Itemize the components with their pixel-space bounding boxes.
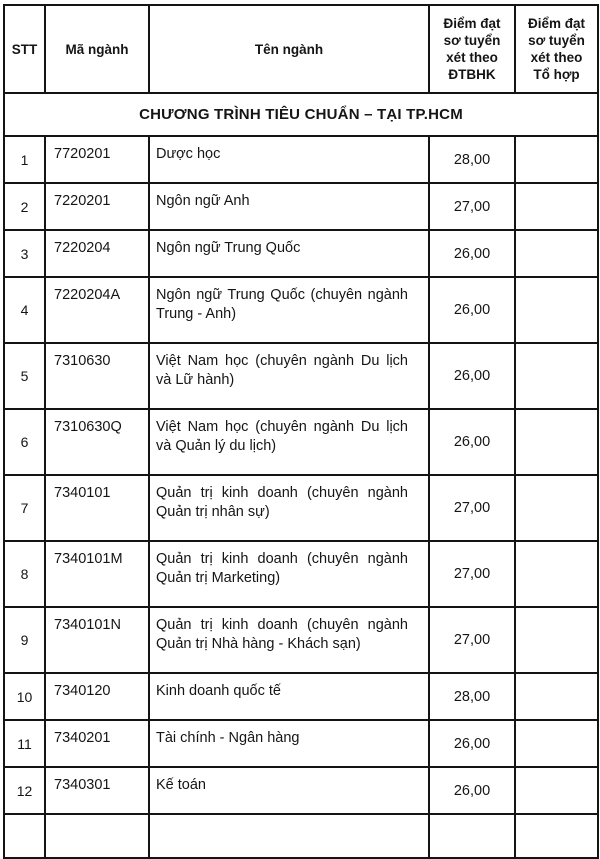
score-dtbhk-cell: 28,00 [428,672,516,721]
score-dtbhk-cell: 27,00 [428,182,516,231]
major-code-cell: 7340101N [44,606,150,674]
score-tohop-cell [514,182,599,231]
major-code-cell: 7340120 [44,672,150,721]
empty-cell [3,813,46,859]
major-code-cell: 7340301 [44,766,150,815]
stt-cell: 10 [3,672,46,721]
major-code-cell: 7310630Q [44,408,150,476]
col-header-score-tohop: Điểm đạt sơ tuyển xét theo Tổ hợp [514,4,599,94]
stt-cell: 7 [3,474,46,542]
stt-cell: 1 [3,135,46,184]
admission-score-table: STT Mã ngành Tên ngành Điểm đạt sơ tuyển… [3,4,599,859]
major-code-cell: 7310630 [44,342,150,410]
major-code-cell: 7340101 [44,474,150,542]
score-tohop-cell [514,672,599,721]
major-name-cell: Việt Nam học (chuyên ngành Du lịch và Qu… [148,408,430,476]
score-dtbhk-cell: 26,00 [428,229,516,278]
major-name-cell: Ngôn ngữ Trung Quốc [148,229,430,278]
score-tohop-cell [514,276,599,344]
major-name-cell: Kinh doanh quốc tế [148,672,430,721]
score-tohop-cell [514,540,599,608]
major-code-cell: 7220204A [44,276,150,344]
table-row: 10 7340120 Kinh doanh quốc tế 28,00 [3,672,599,721]
empty-cell [148,813,430,859]
table-row: 12 7340301 Kế toán 26,00 [3,766,599,815]
col-header-score-dtbhk: Điểm đạt sơ tuyển xét theo ĐTBHK [428,4,516,94]
major-name-cell: Quản trị kinh doanh (chuyên ngành Quản t… [148,540,430,608]
section-row: CHƯƠNG TRÌNH TIÊU CHUẨN – TẠI TP.HCM [3,92,599,137]
table-row: 2 7220201 Ngôn ngữ Anh 27,00 [3,182,599,231]
score-tohop-cell [514,474,599,542]
table-row: 3 7220204 Ngôn ngữ Trung Quốc 26,00 [3,229,599,278]
score-dtbhk-cell: 27,00 [428,540,516,608]
major-name-cell: Tài chính - Ngân hàng [148,719,430,768]
table-row: 1 7720201 Dược học 28,00 [3,135,599,184]
score-dtbhk-cell: 27,00 [428,474,516,542]
header-row: STT Mã ngành Tên ngành Điểm đạt sơ tuyển… [3,4,599,94]
major-name-cell: Quản trị kinh doanh (chuyên ngành Quản t… [148,606,430,674]
stt-cell: 6 [3,408,46,476]
stt-cell: 9 [3,606,46,674]
empty-cell [428,813,516,859]
score-dtbhk-cell: 26,00 [428,276,516,344]
score-tohop-cell [514,766,599,815]
col-header-major-name: Tên ngành [148,4,430,94]
stt-cell: 3 [3,229,46,278]
table-row: 4 7220204A Ngôn ngữ Trung Quốc (chuyên ngà… [3,276,599,344]
major-code-cell: 7340101M [44,540,150,608]
stt-cell: 5 [3,342,46,410]
stt-cell: 2 [3,182,46,231]
major-name-cell: Việt Nam học (chuyên ngành Du lịch và Lữ… [148,342,430,410]
score-dtbhk-cell: 26,00 [428,766,516,815]
major-code-cell: 7220204 [44,229,150,278]
major-name-cell: Quản trị kinh doanh (chuyên ngành Quản t… [148,474,430,542]
table-row: 11 7340201 Tài chính - Ngân hàng 26,00 [3,719,599,768]
score-tohop-cell [514,606,599,674]
table-row: 6 7310630Q Việt Nam học (chuyên ngành Du l… [3,408,599,476]
table-row: 7 7340101 Quản trị kinh doanh (chuyên ngàn… [3,474,599,542]
stt-cell: 12 [3,766,46,815]
score-tohop-cell [514,719,599,768]
score-tohop-cell [514,229,599,278]
major-code-cell: 7720201 [44,135,150,184]
score-tohop-cell [514,408,599,476]
score-dtbhk-cell: 27,00 [428,606,516,674]
major-name-cell: Ngôn ngữ Trung Quốc (chuyên ngành Trung … [148,276,430,344]
major-code-cell: 7220201 [44,182,150,231]
empty-cell [514,813,599,859]
major-name-cell: Ngôn ngữ Anh [148,182,430,231]
major-name-cell: Kế toán [148,766,430,815]
score-dtbhk-cell: 26,00 [428,342,516,410]
score-dtbhk-cell: 28,00 [428,135,516,184]
score-tohop-cell [514,342,599,410]
stt-cell: 11 [3,719,46,768]
table-body: CHƯƠNG TRÌNH TIÊU CHUẨN – TẠI TP.HCM 1 77… [3,92,599,859]
col-header-major-code: Mã ngành [44,4,150,94]
table-row: 8 7340101M Quản trị kinh doanh (chuyên ngà… [3,540,599,608]
stt-cell: 4 [3,276,46,344]
col-header-stt: STT [3,4,46,94]
major-code-cell: 7340201 [44,719,150,768]
empty-cell [44,813,150,859]
section-title: CHƯƠNG TRÌNH TIÊU CHUẨN – TẠI TP.HCM [3,92,599,137]
major-name-cell: Dược học [148,135,430,184]
stt-cell: 8 [3,540,46,608]
score-dtbhk-cell: 26,00 [428,719,516,768]
score-tohop-cell [514,135,599,184]
score-dtbhk-cell: 26,00 [428,408,516,476]
table-row: 9 7340101N Quản trị kinh doanh (chuyên ngà… [3,606,599,674]
partial-row [3,813,599,859]
table-row: 5 7310630 Việt Nam học (chuyên ngành Du lị… [3,342,599,410]
